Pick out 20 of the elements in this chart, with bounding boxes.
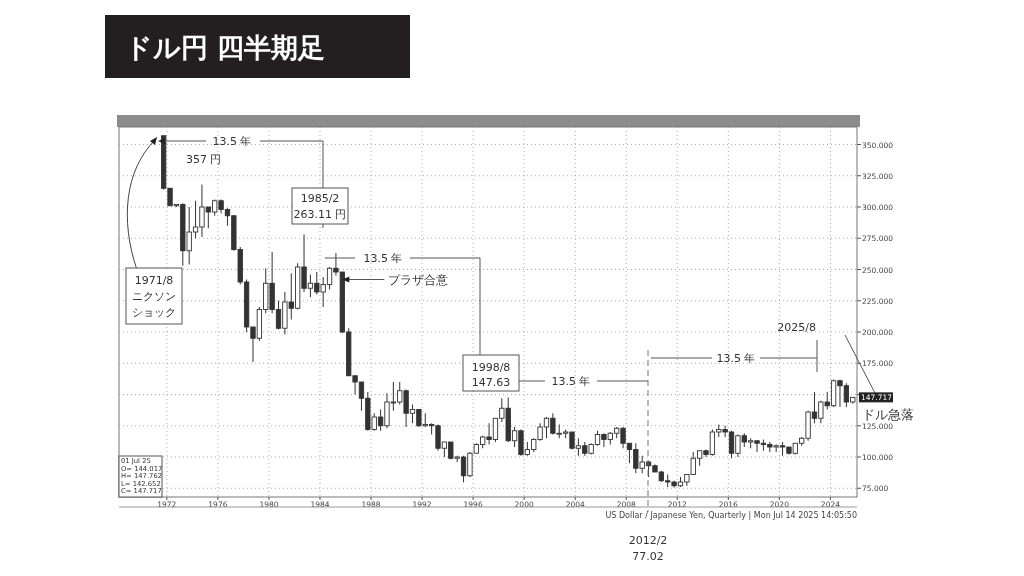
text: 2012/2: [628, 534, 668, 547]
title-band: ドル円 四半期足: [105, 15, 410, 78]
annotation: 1998/8: [471, 361, 511, 374]
text: 77.02: [632, 550, 664, 563]
chart-title: ドル円 四半期足: [125, 32, 326, 63]
annotation: 13.5 年: [716, 352, 756, 365]
annotation: 147.63: [471, 376, 511, 389]
annotation: 357 円: [185, 152, 222, 166]
text: US Dollar / Japanese Yen, Quarterly | Mon Jul 14 2025 14:05:50: [605, 511, 857, 520]
annotation: 1971/8: [134, 274, 174, 287]
annotation: 13.5 年: [212, 135, 252, 148]
annotation: 2025/8: [777, 321, 816, 334]
annotation: 263.11 円: [293, 208, 347, 221]
annotation: 13.5 年: [551, 375, 591, 388]
annotation: 1985/2: [300, 192, 340, 205]
text: ドル急落: [862, 407, 914, 422]
annotation: プラザ合意: [388, 272, 449, 287]
annotation: ショック: [132, 306, 176, 319]
annotation: ニクソン: [132, 290, 176, 303]
annotation: 13.5 年: [363, 252, 403, 265]
